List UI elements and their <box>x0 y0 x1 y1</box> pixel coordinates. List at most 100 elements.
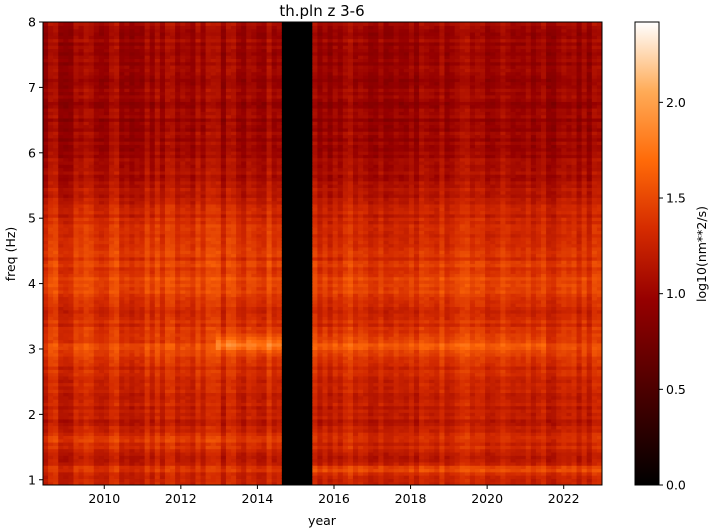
heatmap-cell <box>88 432 95 436</box>
heatmap-cell <box>119 428 125 433</box>
heatmap-cell <box>149 395 156 400</box>
heatmap-cell <box>159 422 166 427</box>
heatmap-cell <box>88 313 95 317</box>
heatmap-cell <box>83 432 90 436</box>
heatmap-cell <box>180 336 186 341</box>
heatmap-cell <box>215 200 222 205</box>
heatmap-cell <box>170 365 176 370</box>
heatmap-cell <box>83 68 90 73</box>
heatmap-cell <box>154 329 161 334</box>
heatmap-cell <box>220 362 227 367</box>
heatmap-cell <box>88 263 95 268</box>
heatmap-cell <box>43 167 49 172</box>
heatmap-cell <box>180 451 186 456</box>
heatmap-cell <box>114 309 120 314</box>
heatmap-cell <box>139 68 146 73</box>
heatmap-cell <box>58 180 64 185</box>
heatmap-cell <box>185 356 191 360</box>
heatmap-cell <box>200 375 207 380</box>
heatmap-cell <box>149 48 156 53</box>
heatmap-cell <box>190 236 197 241</box>
heatmap-cell <box>185 458 191 463</box>
heatmap-cell <box>129 164 136 169</box>
heatmap-cell <box>83 253 90 258</box>
heatmap-cell <box>215 107 222 112</box>
heatmap-cell <box>68 342 75 347</box>
heatmap-cell <box>180 296 186 301</box>
heatmap-cell <box>88 286 95 291</box>
heatmap-cell <box>185 468 191 473</box>
heatmap-cell <box>195 127 202 132</box>
heatmap-cell <box>144 187 151 192</box>
heatmap-cell <box>109 352 115 357</box>
heatmap-cell <box>53 78 59 83</box>
heatmap-cell <box>114 31 120 36</box>
heatmap-cell <box>73 266 80 271</box>
heatmap-cell <box>73 207 80 212</box>
heatmap-cell <box>154 227 161 231</box>
heatmap-cell <box>119 322 125 327</box>
heatmap-cell <box>134 250 141 255</box>
heatmap-cell <box>139 157 146 162</box>
heatmap-cell <box>119 31 125 36</box>
heatmap-cell <box>129 124 136 129</box>
heatmap-cell <box>180 415 186 420</box>
heatmap-cell <box>63 88 70 93</box>
heatmap-cell <box>164 131 171 136</box>
heatmap-cell <box>83 141 90 145</box>
heatmap-cell <box>53 94 59 99</box>
heatmap-cell <box>144 289 151 294</box>
heatmap-cell <box>170 273 176 278</box>
heatmap-cell <box>129 220 136 225</box>
heatmap-cell <box>175 190 181 195</box>
heatmap-cell <box>53 326 59 331</box>
heatmap-cell <box>109 203 115 208</box>
heatmap-cell <box>119 289 125 294</box>
heatmap-cell <box>129 233 136 238</box>
heatmap-cell <box>73 88 80 93</box>
heatmap-cell <box>215 74 222 79</box>
heatmap-cell <box>119 365 125 370</box>
heatmap-cell <box>93 68 100 73</box>
heatmap-cell <box>109 451 115 456</box>
heatmap-cell <box>53 147 59 152</box>
heatmap-cell <box>170 246 176 251</box>
heatmap-cell <box>164 114 171 119</box>
heatmap-cell <box>180 408 186 413</box>
heatmap-cell <box>215 471 222 476</box>
heatmap-cell <box>149 336 156 341</box>
heatmap-cell <box>109 141 115 145</box>
heatmap-cell <box>134 217 141 222</box>
heatmap-cell <box>215 299 222 304</box>
heatmap-cell <box>175 385 181 390</box>
heatmap-cell <box>185 71 191 76</box>
heatmap-cell <box>195 339 202 344</box>
heatmap-cell <box>190 270 197 274</box>
heatmap-cell <box>159 395 166 400</box>
heatmap-cell <box>103 51 110 56</box>
heatmap-cell <box>98 408 105 413</box>
heatmap-cell <box>144 260 151 265</box>
heatmap-cell <box>53 270 59 274</box>
heatmap-cell <box>180 356 186 360</box>
heatmap-cell <box>88 352 95 357</box>
heatmap-cell <box>205 64 212 69</box>
heatmap-cell <box>114 253 120 258</box>
heatmap-cell <box>144 382 151 387</box>
heatmap-cell <box>210 217 217 222</box>
heatmap-cell <box>43 104 49 109</box>
heatmap-cell <box>109 329 115 334</box>
heatmap-cell <box>48 395 54 400</box>
heatmap-cell <box>144 64 151 69</box>
heatmap-cell <box>109 405 115 410</box>
heatmap-cell <box>58 107 64 112</box>
heatmap-cell <box>200 286 207 291</box>
heatmap-cell <box>164 101 171 106</box>
heatmap-cell <box>170 425 176 430</box>
heatmap-cell <box>78 399 85 403</box>
heatmap-cell <box>88 399 95 403</box>
heatmap-cell <box>190 329 197 334</box>
heatmap-cell <box>159 415 166 420</box>
heatmap-cell <box>180 141 186 145</box>
heatmap-cell <box>83 468 90 473</box>
